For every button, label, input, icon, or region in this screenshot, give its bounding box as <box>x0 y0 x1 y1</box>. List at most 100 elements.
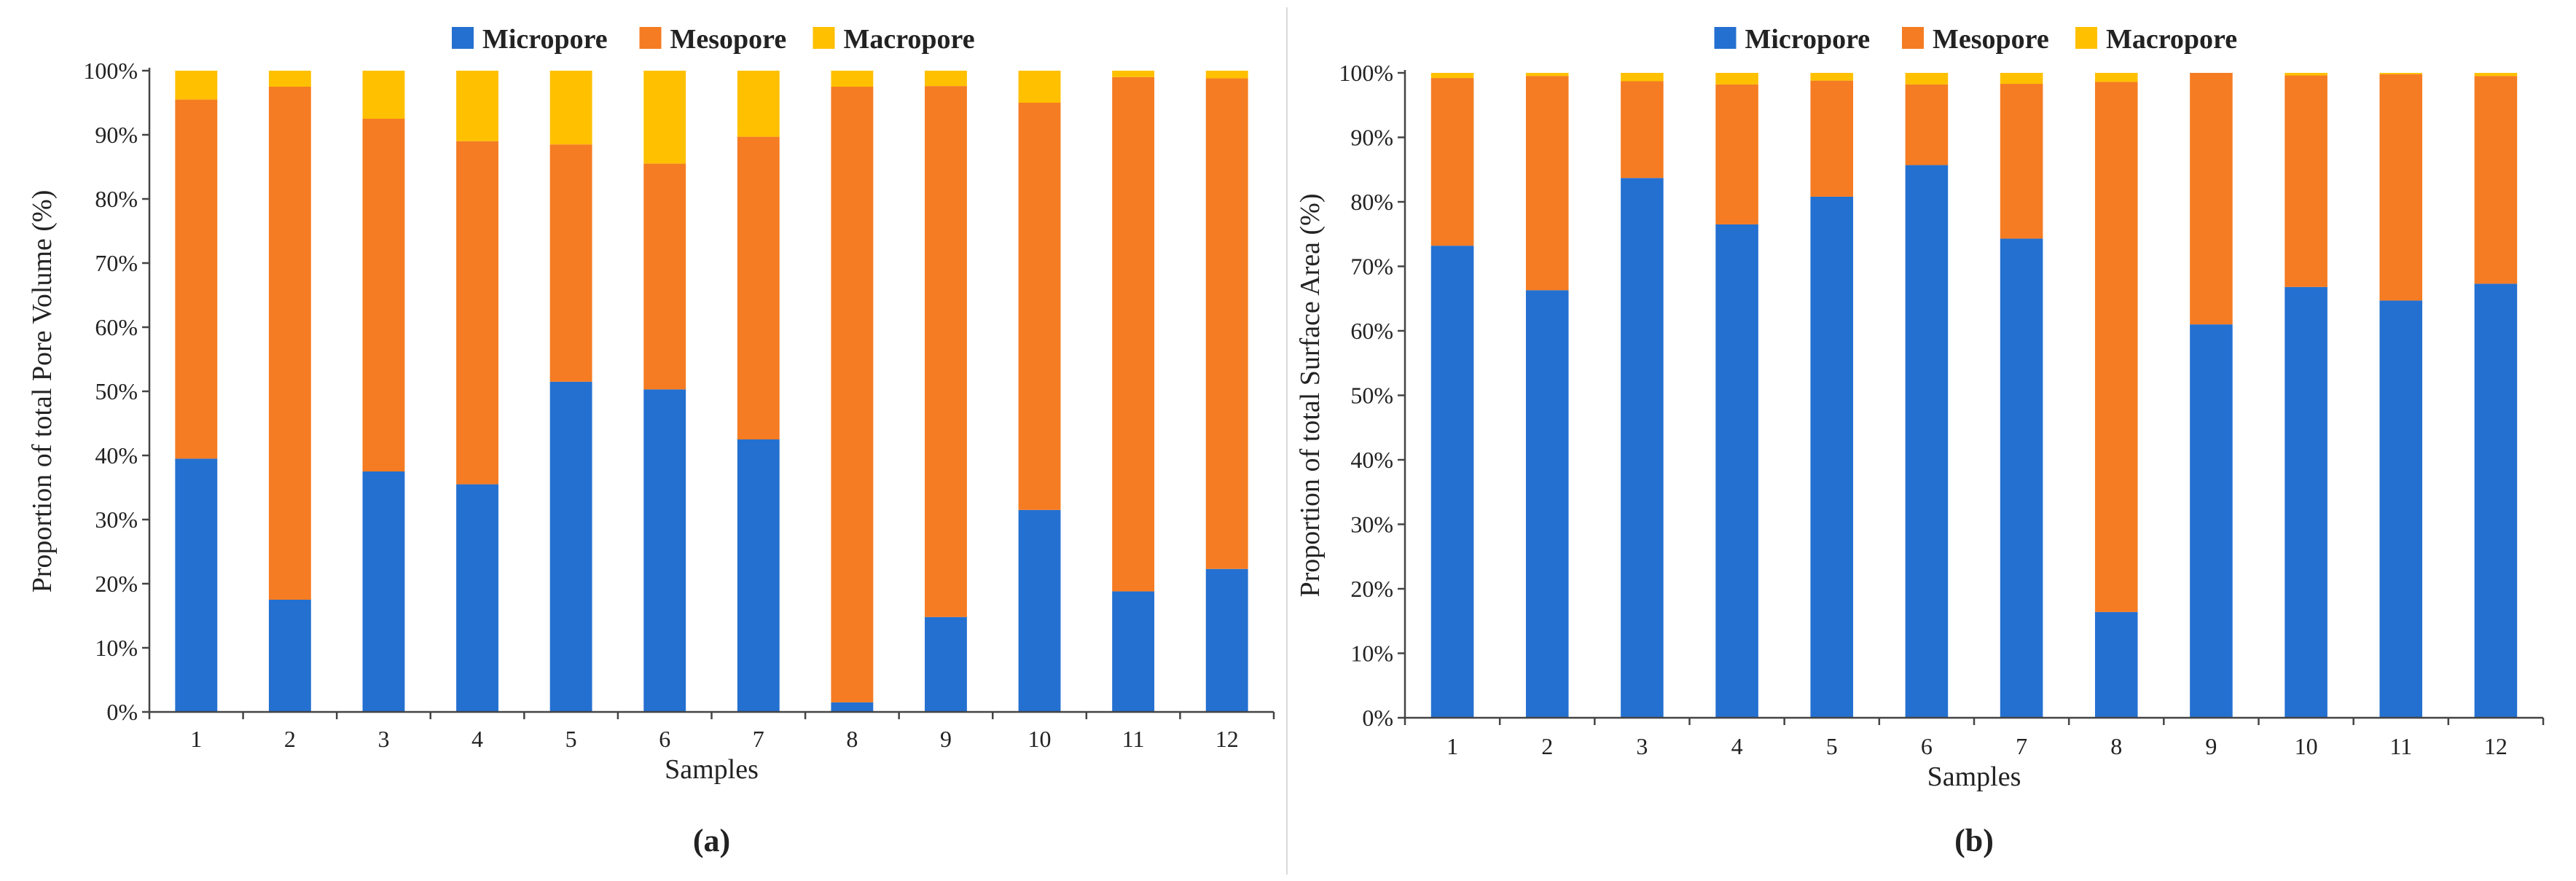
panel-b-label: (b) <box>1954 823 1994 858</box>
panel-a-bar-macropore-3 <box>362 71 405 119</box>
panel-b-bar-mesopore-7 <box>2000 84 2043 239</box>
panel-b-bar-mesopore-12 <box>2474 76 2518 284</box>
panel-a-bar-mesopore-6 <box>643 163 686 390</box>
panel-a-y-tick-label: 80% <box>95 186 138 212</box>
panel-b-bar-mesopore-8 <box>2094 82 2138 612</box>
panel-b-y-tick-label: 0% <box>1362 705 1393 731</box>
panel-a-bar-mesopore-5 <box>549 144 592 382</box>
panel-a-y-tick-label: 40% <box>95 442 138 469</box>
panel-a-y-tick-label: 10% <box>95 635 138 661</box>
panel-b-y-tick-label: 70% <box>1350 254 1393 280</box>
panel-a-bar-micropore-12 <box>1205 568 1248 712</box>
panel-a-x-tick-label-5: 5 <box>565 726 577 752</box>
panel-a-bar-mesopore-1 <box>175 99 218 459</box>
panel-b-x-tick-label-8: 8 <box>2110 733 2122 759</box>
panel-b-bar-macropore-4 <box>1715 73 1758 85</box>
panel-a-bar-mesopore-7 <box>737 136 780 439</box>
panel-b-legend-swatch-micropore <box>1714 27 1737 49</box>
panel-b-x-tick-label-10: 10 <box>2295 733 2318 759</box>
panel-a-bar-micropore-8 <box>831 702 874 712</box>
panel-b-y-axis-title: Proportion of total Surface Area (%) <box>1295 194 1326 598</box>
panel-b-bar-micropore-9 <box>2190 324 2233 718</box>
panel-b-bar-macropore-3 <box>1621 73 1664 82</box>
panel-b-y-tick-label: 90% <box>1350 125 1393 151</box>
panel-b-bar-mesopore-2 <box>1525 76 1569 291</box>
panel-b-chart: 0%10%20%30%40%50%60%70%80%90%100%1 2 3 4 5 6 7… <box>1295 24 2545 858</box>
panel-a-bar-macropore-6 <box>643 71 686 164</box>
panel-a-legend-label-mesopore: Mesopore <box>670 24 787 55</box>
panel-b-bar-macropore-10 <box>2285 73 2328 76</box>
panel-a-x-tick-label-1: 1 <box>190 726 202 752</box>
panel-b-bar-macropore-7 <box>2000 73 2043 85</box>
panel-b-bar-macropore-2 <box>1525 73 1569 77</box>
panel-a-label: (a) <box>693 823 730 858</box>
panel-a-bar-micropore-11 <box>1112 591 1155 712</box>
panel-b-x-tick-label-2: 2 <box>1541 733 1553 759</box>
panel-a-bar-macropore-12 <box>1205 71 1248 79</box>
panel-b-legend-swatch-macropore <box>2075 27 2097 49</box>
panel-b-bar-micropore-11 <box>2379 300 2423 718</box>
panel-b-bar-micropore-12 <box>2474 283 2518 718</box>
panel-b-bar-micropore-1 <box>1430 246 1474 718</box>
panel-b-x-tick-label-3: 3 <box>1636 733 1648 759</box>
panel-b-y-tick-label: 40% <box>1350 447 1393 473</box>
panel-a-bar-mesopore-12 <box>1205 78 1248 569</box>
panel-b-x-tick-label-5: 5 <box>1826 733 1838 759</box>
panel-a-bar-micropore-5 <box>549 381 592 712</box>
panel-b-bar-micropore-3 <box>1621 178 1664 718</box>
panel-b-legend-swatch-mesopore <box>1902 27 1924 49</box>
panel-a-x-tick-label-9: 9 <box>940 726 952 752</box>
panel-b-x-tick-label-4: 4 <box>1731 733 1743 759</box>
panel-a-x-tick-label-11: 11 <box>1122 726 1145 752</box>
panel-a-x-tick-label-10: 10 <box>1028 726 1052 752</box>
panel-a-y-tick-label: 60% <box>95 314 138 340</box>
panel-a-y-tick-label: 70% <box>95 250 138 276</box>
panel-a-bar-mesopore-4 <box>456 141 498 485</box>
panel-b-x-tick-label-6: 6 <box>1921 733 1933 759</box>
panel-b-bar-mesopore-4 <box>1715 84 1758 224</box>
panel-a-bar-macropore-11 <box>1112 71 1155 77</box>
panel-b-bar-micropore-8 <box>2094 611 2138 718</box>
panel-a-x-tick-label-7: 7 <box>753 726 764 752</box>
panel-b-bar-micropore-6 <box>1905 165 1949 718</box>
panel-a-bar-micropore-1 <box>175 458 218 712</box>
panel-a-legend-swatch-macropore <box>813 27 835 49</box>
panel-b-x-tick-label-11: 11 <box>2389 733 2412 759</box>
panel-b-bar-micropore-10 <box>2285 286 2328 718</box>
panel-b-bar-mesopore-10 <box>2285 75 2328 287</box>
panel-a-x-tick-label-3: 3 <box>377 726 389 752</box>
panel-a-bar-mesopore-8 <box>831 87 874 702</box>
panel-a-x-tick-label-4: 4 <box>471 726 483 752</box>
panel-b-y-tick-label: 10% <box>1350 641 1393 667</box>
panel-b-bar-macropore-11 <box>2379 73 2423 74</box>
panel-b-x-tick-label-1: 1 <box>1446 733 1458 759</box>
panel-a-x-tick-label-2: 2 <box>284 726 296 752</box>
panel-a-y-tick-label: 100% <box>83 58 138 84</box>
panel-b-x-tick-label-7: 7 <box>2016 733 2027 759</box>
panel-b-bar-macropore-5 <box>1810 73 1854 81</box>
panel-b-legend-label-mesopore: Mesopore <box>1933 24 2049 55</box>
panel-a-bar-micropore-3 <box>362 471 405 712</box>
panel-a-bar-micropore-9 <box>925 616 967 712</box>
panel-a-y-tick-label: 20% <box>95 571 138 597</box>
panel-a-bar-macropore-8 <box>831 71 874 87</box>
panel-a-x-axis-title: Samples <box>665 754 759 785</box>
panel-a-bar-micropore-4 <box>456 484 498 712</box>
panel-a-bar-mesopore-3 <box>362 119 405 471</box>
panel-a-bar-macropore-5 <box>549 71 592 145</box>
panel-a-x-tick-label-6: 6 <box>659 726 670 752</box>
panel-b-y-tick-label: 20% <box>1350 576 1393 602</box>
panel-a-bar-mesopore-10 <box>1018 103 1061 510</box>
panel-b-bar-mesopore-1 <box>1430 78 1474 246</box>
panel-a-legend-swatch-mesopore <box>639 27 662 49</box>
panel-a-bar-mesopore-2 <box>268 87 311 600</box>
panel-a-legend-swatch-micropore <box>452 27 474 49</box>
panel-b-bar-macropore-1 <box>1430 73 1474 79</box>
panel-a-chart: 0%10%20%30%40%50%60%70%80%90%100%1 2 3 4 5 6 7… <box>27 7 1288 874</box>
panel-b-y-tick-label: 100% <box>1339 60 1393 86</box>
panel-a-bar-mesopore-11 <box>1112 77 1155 592</box>
panel-b-y-tick-label: 60% <box>1350 318 1393 344</box>
panel-b-y-tick-label: 30% <box>1350 512 1393 538</box>
panel-a-y-tick-label: 0% <box>106 699 138 725</box>
